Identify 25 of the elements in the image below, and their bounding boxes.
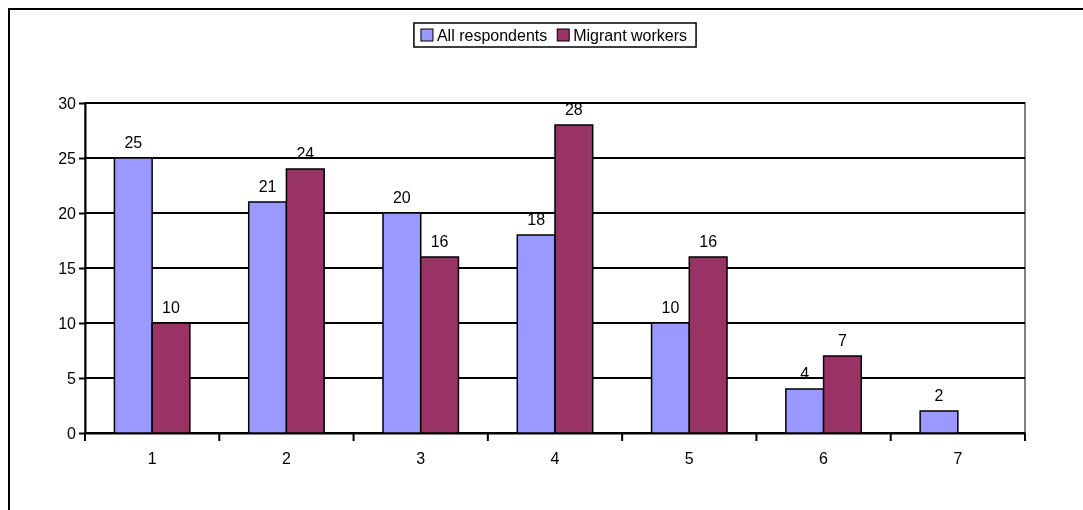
data-label: 21 (258, 178, 277, 195)
y-tick-label: 15 (58, 259, 77, 277)
data-label: 20 (392, 189, 411, 206)
data-label: 2 (934, 387, 944, 404)
x-tick-label: 7 (953, 450, 963, 468)
y-tick-label: 20 (58, 204, 77, 222)
x-tick-label: 5 (684, 450, 694, 468)
x-tick-label: 3 (416, 450, 426, 468)
data-label: 25 (124, 134, 143, 151)
legend-label: All respondents (436, 27, 548, 44)
data-label: 7 (837, 332, 847, 349)
data-label: 10 (162, 299, 180, 316)
x-tick-label: 1 (147, 450, 157, 468)
legend-label: Migrant workers (573, 27, 688, 44)
y-tick-label: 25 (58, 149, 77, 167)
y-tick-label: 30 (58, 94, 77, 112)
x-tick-label: 6 (819, 450, 829, 468)
y-tick-label: 10 (58, 314, 77, 332)
y-tick-label: 0 (67, 424, 77, 442)
data-label: 10 (661, 299, 680, 316)
x-tick-label: 2 (281, 450, 291, 468)
data-label: 16 (430, 233, 449, 250)
y-tick-label: 5 (67, 369, 77, 387)
x-tick-label: 4 (550, 450, 560, 468)
data-label: 16 (699, 233, 718, 250)
